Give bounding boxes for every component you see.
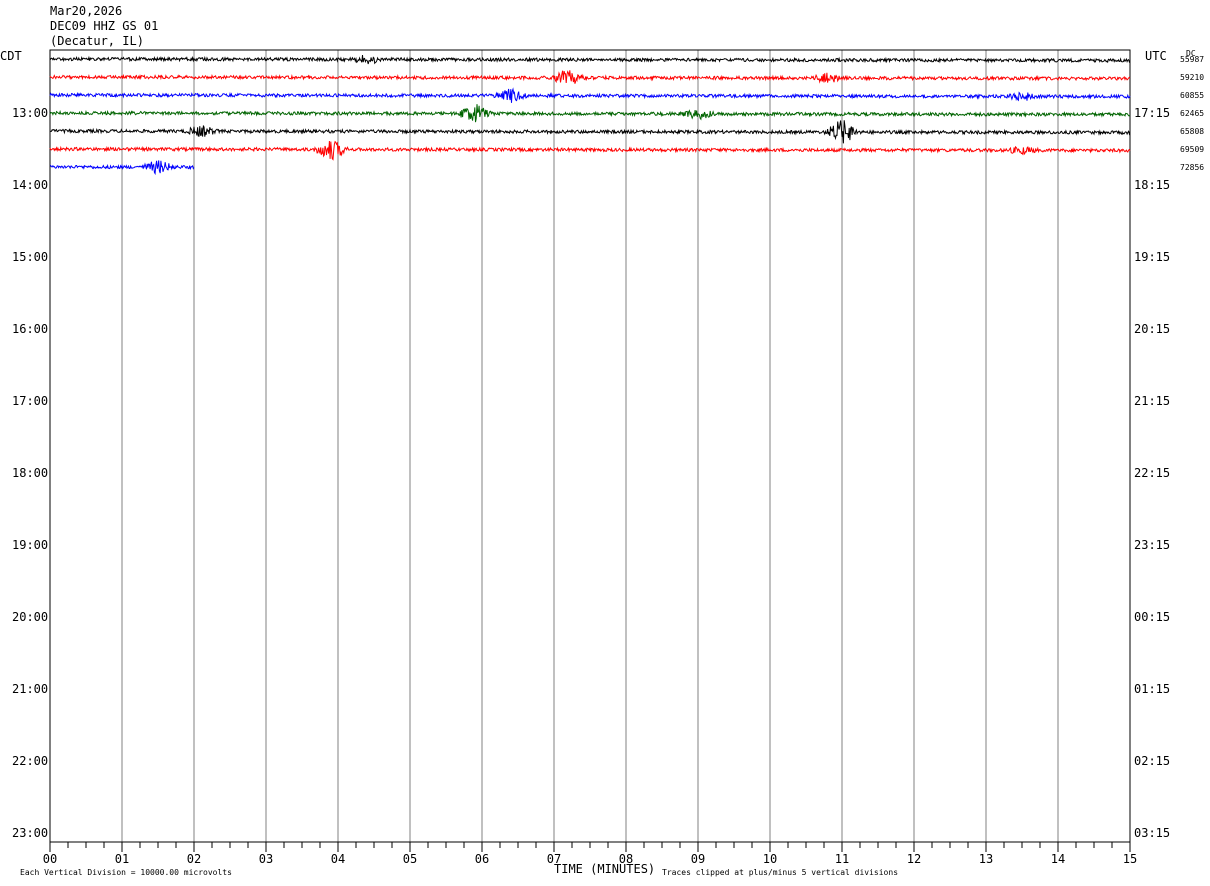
right-hour-label: 20:15 [1134, 322, 1170, 336]
x-tick-label: 05 [403, 852, 417, 866]
trace-row-0 [49, 54, 1131, 65]
x-tick-label: 00 [43, 852, 57, 866]
x-tick-label: 13 [979, 852, 993, 866]
right-hour-label: 00:15 [1134, 610, 1170, 624]
left-hour-label: 18:00 [12, 466, 48, 480]
x-tick-label: 12 [907, 852, 921, 866]
dc-value-row-6: 72856 [1180, 163, 1204, 172]
dc-value-row-5: 69509 [1180, 145, 1204, 154]
left-hour-label: 21:00 [12, 682, 48, 696]
dc-value-row-4: 65808 [1180, 127, 1204, 136]
x-tick-label: 04 [331, 852, 345, 866]
x-tick-label: 15 [1123, 852, 1137, 866]
dc-value-row-0: 55987 [1180, 55, 1204, 64]
dc-value-row-1: 59210 [1180, 73, 1204, 82]
left-hour-label: 23:00 [12, 826, 48, 840]
x-tick-label: 08 [619, 852, 633, 866]
x-tick-label: 11 [835, 852, 849, 866]
x-tick-label: 03 [259, 852, 273, 866]
right-hour-label: 19:15 [1134, 250, 1170, 264]
left-hour-label: 13:00 [12, 106, 48, 120]
x-axis-title: TIME (MINUTES) [554, 862, 656, 876]
x-tick-label: 10 [763, 852, 777, 866]
right-hour-label: 22:15 [1134, 466, 1170, 480]
plot-frame [49, 49, 1131, 843]
trace-row-2 [49, 87, 1131, 103]
right-hour-label: 17:15 [1134, 106, 1170, 120]
x-tick-label: 01 [115, 852, 129, 866]
left-hour-label: 16:00 [12, 322, 48, 336]
left-hour-label: 19:00 [12, 538, 48, 552]
x-tick-label: 14 [1051, 852, 1065, 866]
trace-row-3 [49, 104, 1131, 123]
trace-row-5 [49, 140, 1131, 161]
right-hour-label: 23:15 [1134, 538, 1170, 552]
dc-value-row-3: 62465 [1180, 109, 1204, 118]
scale-note: Each Vertical Division = 10000.00 microv… [20, 868, 232, 877]
x-tick-label: 02 [187, 852, 201, 866]
trace-row-6 [49, 160, 195, 176]
trace-row-4 [49, 120, 1131, 144]
x-tick-label: 06 [475, 852, 489, 866]
right-timezone-label: UTC [1145, 49, 1167, 63]
right-hour-label: 03:15 [1134, 826, 1170, 840]
left-timezone-label: CDT [0, 49, 22, 63]
header-date: Mar20,2026 [50, 4, 123, 18]
right-hour-label: 02:15 [1134, 754, 1170, 768]
right-hour-label: 18:15 [1134, 178, 1170, 192]
header-station: DEC09 HHZ GS 01 [50, 19, 159, 33]
left-hour-label: 14:00 [12, 178, 48, 192]
right-hour-label: 01:15 [1134, 682, 1170, 696]
trace-row-1 [49, 70, 1131, 84]
left-hour-label: 15:00 [12, 250, 48, 264]
dc-value-row-2: 60855 [1180, 91, 1204, 100]
header-location: (Decatur, IL) [50, 34, 144, 48]
right-hour-label: 21:15 [1134, 394, 1170, 408]
x-tick-label: 07 [547, 852, 561, 866]
dc-column-header: DC [1186, 49, 1196, 58]
clip-note: Traces clipped at plus/minus 5 vertical … [662, 868, 899, 877]
left-hour-label: 17:00 [12, 394, 48, 408]
left-hour-label: 20:00 [12, 610, 48, 624]
x-tick-label: 09 [691, 852, 705, 866]
left-hour-label: 22:00 [12, 754, 48, 768]
